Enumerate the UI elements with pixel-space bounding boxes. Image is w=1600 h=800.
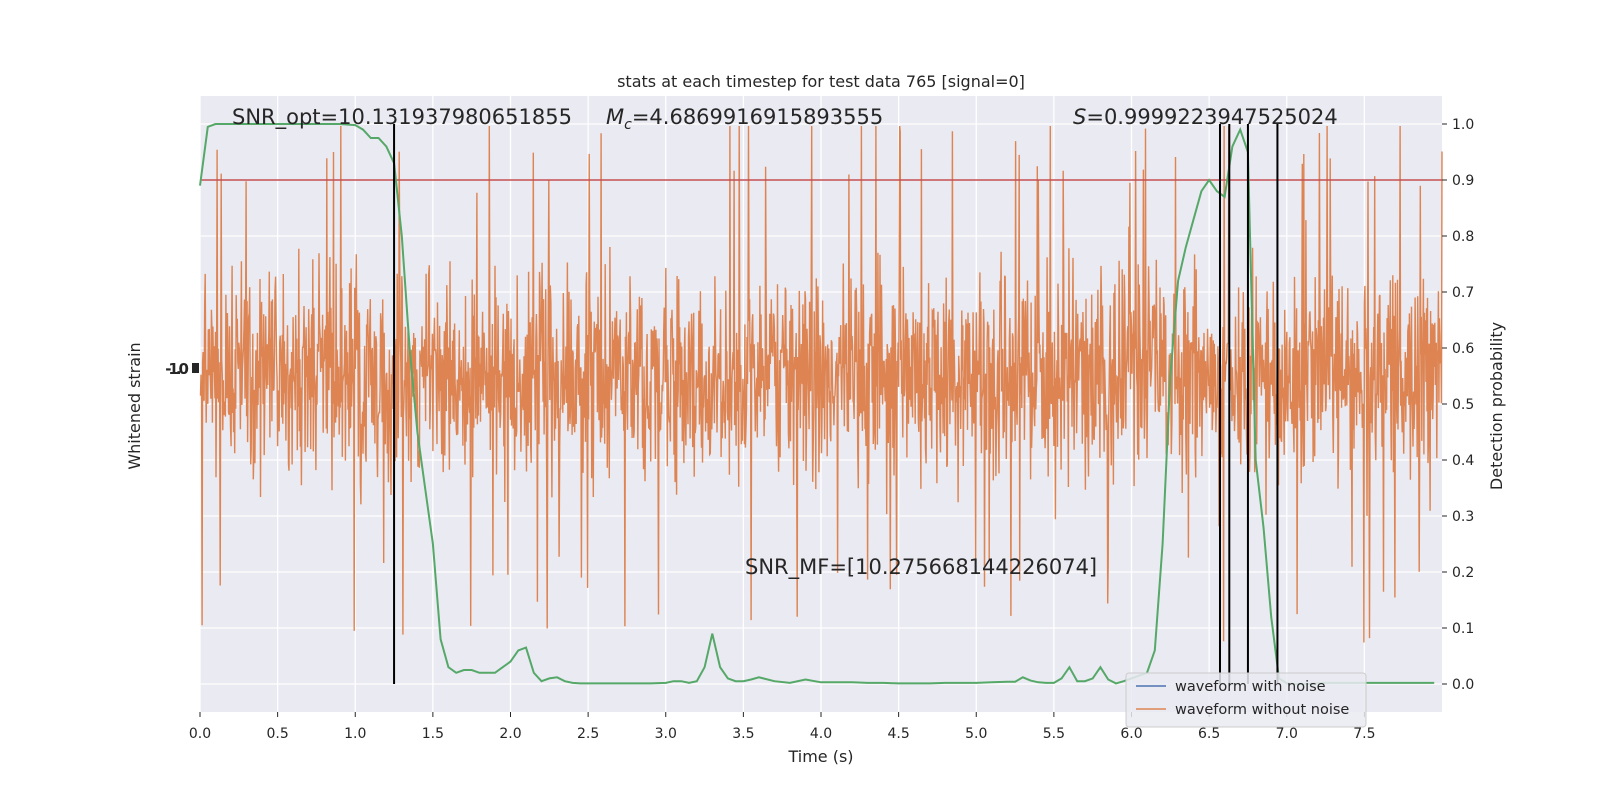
y-tick-label: 0.9 xyxy=(1452,173,1474,189)
chart-title: stats at each timestep for test data 765… xyxy=(617,72,1025,91)
y-tick-label: 0.2 xyxy=(1452,565,1474,581)
x-tick-label: 6.0 xyxy=(1120,726,1142,742)
vertical-lines xyxy=(393,124,1279,684)
x-tick-label: 3.5 xyxy=(732,726,754,742)
snr-opt-annotation: SNR_opt=10.131937980651855 xyxy=(232,105,572,130)
snr-mf-annotation: SNR_MF=[10.275668144226074] xyxy=(745,555,1097,580)
x-axis-label: Time (s) xyxy=(787,747,853,766)
legend-box xyxy=(1125,672,1367,728)
x-tick-label: 1.5 xyxy=(422,726,444,742)
x-tick-label: 4.0 xyxy=(810,726,832,742)
y-tick-label: 0.1 xyxy=(1452,621,1474,637)
y-tick-label: 0.8 xyxy=(1452,229,1474,245)
left-tick-mark xyxy=(192,363,199,373)
y-axis-right-ticks: 0.0 0.1 0.2 0.3 0.4 0.5 0.6 0.7 0.8 0.9 1.0 xyxy=(1442,117,1474,693)
y-tick-label: 0.3 xyxy=(1452,509,1474,525)
y-tick-label: 1.0 xyxy=(1452,117,1474,133)
y-axis-right-label: Detection probability xyxy=(1487,322,1506,490)
x-tick-label: 2.0 xyxy=(499,726,521,742)
x-tick-label: 6.5 xyxy=(1198,726,1220,742)
y-tick-label: 0.0 xyxy=(1452,677,1474,693)
x-tick-label: 5.0 xyxy=(965,726,987,742)
left-axis-overlapping-ticks: -1.0 xyxy=(165,360,199,378)
strain-waveform-line xyxy=(199,125,1443,643)
x-axis-ticks: 0.0 0.5 1.0 1.5 2.0 2.5 3.0 3.5 4.0 4.5 5.0 5.5 6.0 6… xyxy=(189,712,1376,742)
y-tick-label: 0.7 xyxy=(1452,285,1474,301)
x-tick-label: 0.0 xyxy=(189,726,211,742)
y-tick-label: 0.6 xyxy=(1452,341,1474,357)
legend-label-noise: waveform with noise xyxy=(1175,679,1326,695)
x-tick-label: 0.5 xyxy=(266,726,288,742)
x-tick-label: 7.5 xyxy=(1353,726,1375,742)
significance-annotation: S=0.9999223947525024 xyxy=(1073,105,1338,129)
legend: waveform with noise waveform without noi… xyxy=(1125,672,1367,728)
y-tick-label: 0.5 xyxy=(1452,397,1474,413)
x-tick-label: 3.0 xyxy=(655,726,677,742)
y-axis-left-label: Whitened strain xyxy=(125,342,144,469)
legend-label-clean: waveform without noise xyxy=(1175,702,1349,718)
x-tick-label: 1.0 xyxy=(344,726,366,742)
x-tick-label: 4.5 xyxy=(887,726,909,742)
x-tick-label: 5.5 xyxy=(1043,726,1065,742)
chirp-mass-annotation: Mc=4.6869916915893555 xyxy=(606,105,883,133)
x-tick-label: 7.0 xyxy=(1276,726,1298,742)
y-tick-label: 0.4 xyxy=(1452,453,1474,469)
left-tick-label: -1.0 xyxy=(165,360,188,378)
strain-series xyxy=(199,125,1443,643)
x-tick-label: 2.5 xyxy=(577,726,599,742)
